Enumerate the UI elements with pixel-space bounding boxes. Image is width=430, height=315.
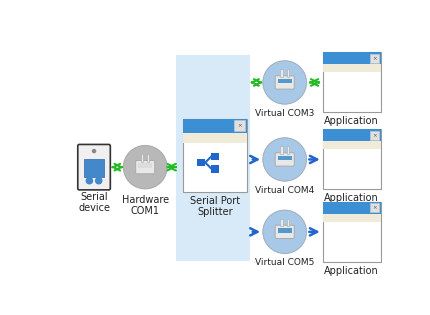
Bar — [322, 214, 381, 222]
Bar — [322, 141, 381, 149]
Text: Virtual COM4: Virtual COM4 — [255, 186, 314, 195]
FancyBboxPatch shape — [275, 153, 294, 166]
Bar — [322, 52, 381, 65]
Circle shape — [92, 150, 95, 152]
Bar — [287, 146, 289, 154]
Bar — [322, 52, 381, 112]
Circle shape — [123, 146, 167, 189]
Bar — [280, 69, 283, 77]
Circle shape — [95, 178, 102, 184]
Bar — [147, 154, 150, 162]
FancyBboxPatch shape — [275, 225, 294, 238]
Bar — [278, 156, 292, 160]
Text: Hardware
COM1: Hardware COM1 — [122, 195, 169, 216]
FancyBboxPatch shape — [136, 161, 155, 174]
FancyBboxPatch shape — [78, 145, 111, 190]
Bar — [212, 165, 219, 173]
Bar — [138, 163, 152, 168]
Bar — [278, 79, 292, 83]
Bar — [322, 129, 381, 141]
Bar — [287, 69, 289, 77]
Text: Serial Port
Splitter: Serial Port Splitter — [190, 196, 240, 217]
Bar — [183, 119, 247, 192]
Bar — [322, 65, 381, 72]
Bar — [234, 120, 245, 131]
Bar — [278, 228, 292, 233]
Bar — [322, 202, 381, 262]
Bar — [183, 119, 247, 133]
Text: Application: Application — [324, 266, 379, 276]
Bar — [280, 219, 283, 226]
Bar — [322, 129, 381, 190]
Bar — [287, 219, 289, 226]
Text: Virtual COM3: Virtual COM3 — [255, 109, 314, 117]
Text: ×: × — [372, 205, 377, 210]
Bar — [183, 133, 247, 143]
Text: ×: × — [237, 123, 242, 129]
Bar — [197, 159, 205, 166]
Bar — [322, 202, 381, 214]
Circle shape — [263, 210, 307, 253]
Circle shape — [263, 138, 307, 181]
Bar — [141, 154, 143, 162]
Text: ×: × — [372, 133, 377, 138]
Text: Application: Application — [324, 116, 379, 126]
Circle shape — [86, 178, 92, 184]
Bar — [212, 152, 219, 160]
Text: Application: Application — [324, 193, 379, 203]
Circle shape — [263, 61, 307, 104]
Bar — [176, 55, 250, 261]
Text: ×: × — [372, 56, 377, 61]
Bar — [370, 54, 379, 63]
FancyBboxPatch shape — [275, 76, 294, 89]
Bar — [370, 131, 379, 140]
Bar — [280, 146, 283, 154]
Text: Virtual COM5: Virtual COM5 — [255, 258, 314, 267]
Bar — [84, 159, 104, 177]
Text: Serial
device: Serial device — [78, 192, 110, 213]
Bar — [370, 203, 379, 212]
